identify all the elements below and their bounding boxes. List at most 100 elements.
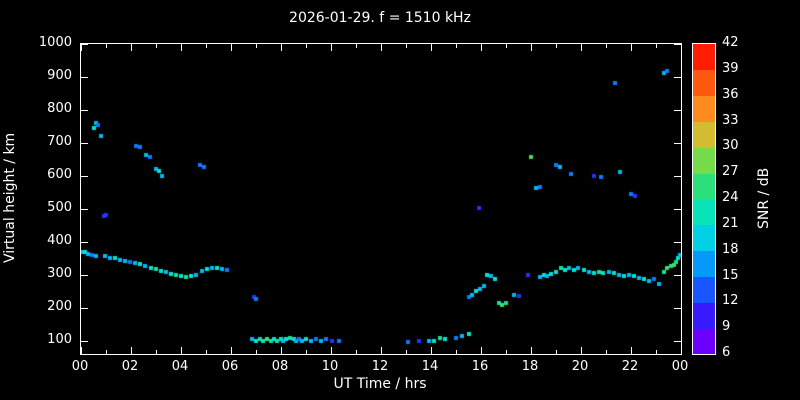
y-tick-label: 700	[47, 133, 72, 149]
tick-mark	[655, 44, 657, 48]
colorbar-band	[693, 276, 715, 303]
tick-mark	[280, 347, 282, 354]
colorbar-tick-label: 18	[722, 241, 739, 257]
tick-mark	[580, 347, 582, 354]
colorbar-label: SNR / dB	[756, 167, 772, 229]
tick-mark	[530, 44, 532, 51]
colorbar-band	[693, 328, 715, 355]
colorbar-band	[693, 173, 715, 200]
colorbar-band	[693, 95, 715, 122]
tick-mark	[380, 44, 382, 51]
colorbar-tick-label: 30	[722, 138, 739, 154]
scatter-canvas	[81, 44, 681, 354]
tick-mark	[430, 44, 432, 51]
x-tick-label: 12	[371, 359, 389, 374]
tick-mark	[81, 241, 88, 243]
tick-mark	[530, 347, 532, 354]
y-tick-label: 500	[47, 199, 72, 215]
tick-mark	[255, 44, 257, 48]
x-axis-label: UT Time / hrs	[333, 376, 427, 392]
tick-mark	[674, 43, 681, 45]
x-tick-label: 18	[521, 359, 539, 374]
tick-mark	[81, 175, 88, 177]
x-tick-label: 00	[671, 359, 689, 374]
colorbar-band	[693, 199, 715, 226]
tick-mark	[674, 175, 681, 177]
tick-mark	[605, 44, 607, 48]
colorbar-tick-label: 6	[722, 345, 731, 360]
tick-mark	[330, 347, 332, 354]
colorbar-band	[693, 44, 715, 71]
tick-mark	[674, 274, 681, 276]
tick-mark	[655, 350, 657, 354]
tick-mark	[355, 350, 357, 354]
tick-mark	[81, 109, 88, 111]
y-tick-label: 900	[47, 67, 72, 83]
y-tick-label: 200	[47, 298, 72, 314]
tick-mark	[81, 340, 88, 342]
tick-mark	[180, 44, 182, 51]
tick-mark	[105, 44, 107, 48]
x-tick-label: 04	[171, 359, 189, 374]
colorbar-band	[693, 302, 715, 329]
x-tick-label: 00	[71, 359, 89, 374]
tick-mark	[680, 347, 682, 354]
tick-mark	[674, 208, 681, 210]
tick-mark	[455, 350, 457, 354]
tick-mark	[674, 76, 681, 78]
colorbar-band	[693, 121, 715, 148]
y-tick-label: 100	[47, 331, 72, 347]
tick-mark	[230, 44, 232, 51]
colorbar-tick-label: 36	[722, 86, 739, 102]
colorbar-tick-label: 33	[722, 112, 739, 128]
tick-mark	[305, 44, 307, 48]
tick-mark	[480, 347, 482, 354]
y-tick-label: 400	[47, 232, 72, 248]
tick-mark	[230, 347, 232, 354]
tick-mark	[580, 44, 582, 51]
tick-mark	[555, 44, 557, 48]
y-tick-label: 300	[47, 265, 72, 281]
tick-mark	[674, 109, 681, 111]
x-tick-label: 20	[571, 359, 589, 374]
tick-mark	[81, 274, 88, 276]
tick-mark	[380, 347, 382, 354]
tick-mark	[81, 76, 88, 78]
tick-mark	[405, 44, 407, 48]
x-tick-label: 08	[271, 359, 289, 374]
tick-mark	[130, 347, 132, 354]
tick-mark	[480, 44, 482, 51]
tick-mark	[255, 350, 257, 354]
colorbar	[692, 43, 716, 355]
tick-mark	[505, 44, 507, 48]
tick-mark	[80, 44, 82, 51]
y-tick-label: 1000	[38, 35, 72, 50]
tick-mark	[330, 44, 332, 51]
tick-mark	[305, 350, 307, 354]
tick-mark	[680, 44, 682, 51]
tick-mark	[81, 43, 88, 45]
colorbar-band	[693, 250, 715, 277]
x-tick-label: 14	[421, 359, 439, 374]
x-tick-label: 22	[621, 359, 639, 374]
colorbar-band	[693, 224, 715, 252]
colorbar-band	[693, 147, 715, 174]
tick-mark	[81, 208, 88, 210]
tick-mark	[674, 142, 681, 144]
tick-mark	[130, 44, 132, 51]
colorbar-tick-label: 15	[722, 267, 739, 283]
tick-mark	[81, 307, 88, 309]
tick-mark	[81, 142, 88, 144]
colorbar-tick-label: 9	[722, 319, 731, 335]
tick-mark	[605, 350, 607, 354]
tick-mark	[430, 347, 432, 354]
colorbar-tick-label: 27	[722, 164, 739, 180]
colorbar-tick-label: 42	[722, 35, 739, 50]
tick-mark	[505, 350, 507, 354]
tick-mark	[105, 350, 107, 354]
tick-mark	[674, 241, 681, 243]
colorbar-band	[693, 69, 715, 97]
tick-mark	[205, 350, 207, 354]
colorbar-tick-label: 24	[722, 190, 739, 205]
